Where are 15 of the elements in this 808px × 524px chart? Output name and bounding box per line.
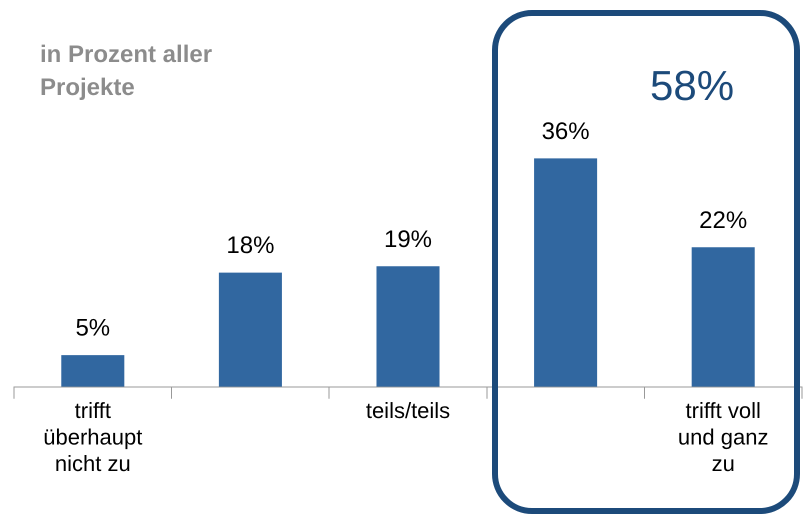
text: 58% (650, 62, 734, 110)
data-label: 22% (699, 206, 748, 234)
x-tick-label: teils/teils (366, 398, 450, 424)
bar (218, 272, 282, 387)
bar (376, 266, 440, 387)
data-label: 18% (226, 232, 274, 260)
bar (692, 247, 755, 387)
data-label: 19% (384, 226, 432, 253)
x-tick-label: trifft überhaupt nicht zu (43, 398, 142, 476)
bar (534, 158, 598, 387)
chart-subtitle: in Prozent aller Projekte (40, 40, 214, 103)
bar (61, 355, 124, 387)
data-label: 5% (75, 314, 110, 342)
data-label: 36% (542, 118, 590, 146)
x-tick-label: trifft voll und ganz zu (678, 398, 768, 476)
